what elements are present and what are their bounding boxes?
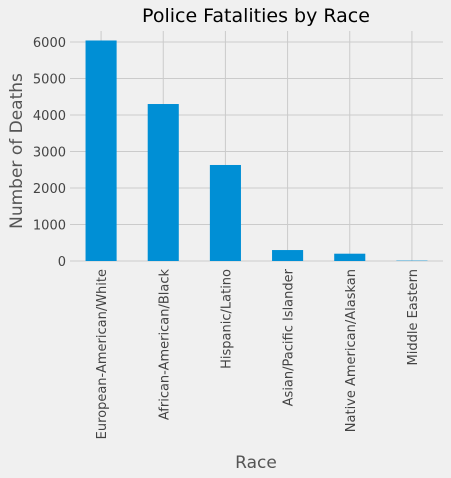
y-tick-label: 6000 [33, 36, 66, 51]
bar [334, 253, 366, 261]
x-tick-label: Hispanic/Latino [219, 269, 234, 369]
bar [85, 40, 117, 261]
bars [85, 40, 428, 262]
y-tick-label: 1000 [33, 218, 66, 233]
x-tick-label: African-American/Black [157, 269, 172, 421]
y-tick-label: 4000 [33, 109, 66, 124]
x-axis-label: Race [235, 453, 277, 473]
x-tick-label: Asian/Pacific Islander [282, 268, 297, 406]
y-tick-label: 5000 [33, 72, 66, 87]
y-tick-label: 2000 [33, 182, 66, 197]
x-tick-label: Native American/Alaskan [344, 269, 359, 432]
bar [272, 250, 304, 261]
bar [147, 104, 179, 262]
y-tick-labels: 0 1000 2000 3000 4000 5000 6000 [33, 36, 66, 270]
y-axis-label: Number of Deaths [7, 73, 27, 229]
y-tick-label: 0 [58, 255, 66, 270]
chart-title: Police Fatalities by Race [142, 5, 370, 27]
x-tick-labels: European-American/White African-American/… [95, 268, 421, 439]
y-gridlines [70, 41, 443, 262]
x-tick-label: European-American/White [95, 269, 110, 439]
bar [209, 164, 241, 261]
y-tick-label: 3000 [33, 145, 66, 160]
x-tick-label: Middle Eastern [406, 269, 421, 365]
